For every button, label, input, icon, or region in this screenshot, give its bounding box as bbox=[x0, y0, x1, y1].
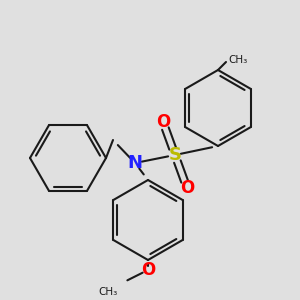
Text: O: O bbox=[180, 179, 194, 197]
Text: N: N bbox=[128, 154, 142, 172]
Text: CH₃: CH₃ bbox=[99, 287, 118, 297]
Text: CH₃: CH₃ bbox=[228, 55, 247, 65]
Text: S: S bbox=[169, 146, 182, 164]
Text: O: O bbox=[156, 113, 170, 131]
Text: O: O bbox=[141, 261, 155, 279]
